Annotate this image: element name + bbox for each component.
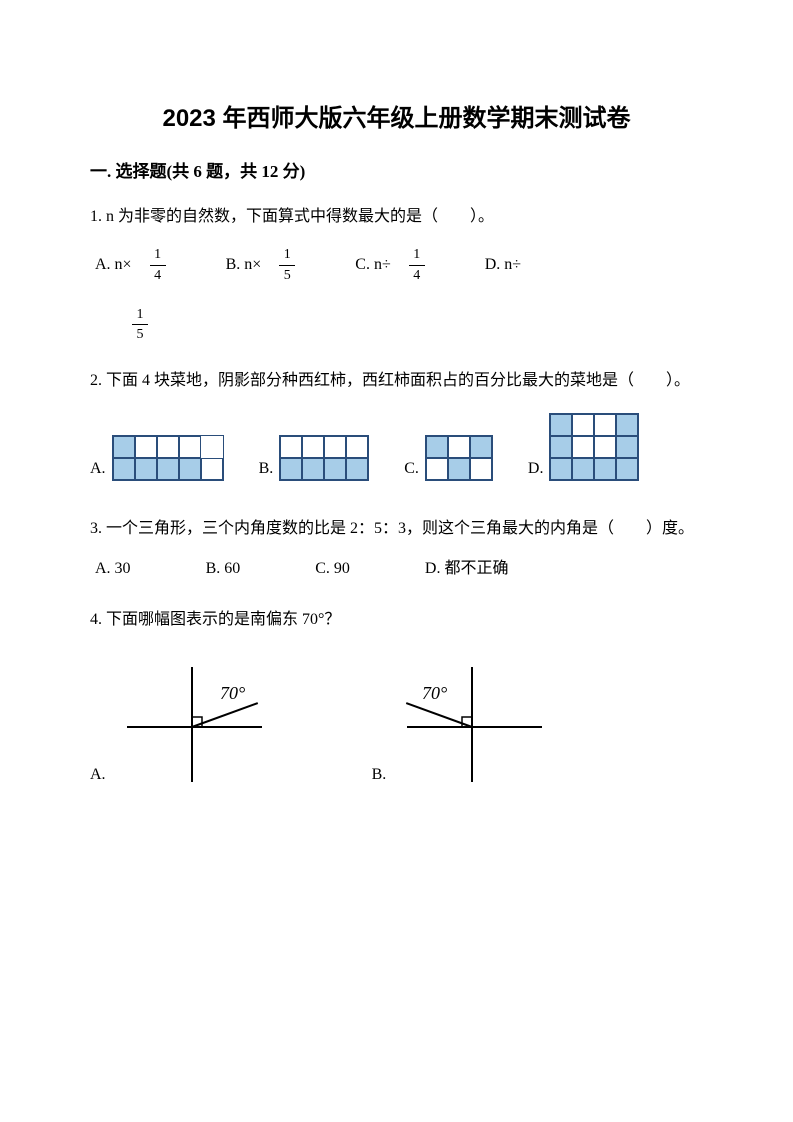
q1-text: 1. n 为非零的自然数，下面算式中得数最大的是（ ）。 bbox=[90, 204, 703, 230]
q3-optB: B. 60 bbox=[206, 556, 241, 582]
q4-option-a: A. 70° bbox=[90, 657, 272, 787]
frac-num: 1 bbox=[284, 247, 291, 262]
q4-labelA: A. bbox=[90, 762, 106, 788]
question-2: 2. 下面 4 块菜地，阴影部分种西红柿，西红柿面积占的百分比最大的菜地是（ ）… bbox=[90, 368, 703, 482]
q2-option-c: C. bbox=[404, 435, 493, 481]
question-1: 1. n 为非零的自然数，下面算式中得数最大的是（ ）。 A. n× 1 4 B… bbox=[90, 204, 703, 343]
frac-den: 5 bbox=[284, 268, 291, 283]
q2-option-d: D. bbox=[528, 413, 640, 481]
question-3: 3. 一个三角形，三个内角度数的比是 2：5：3，则这个三角最大的内角是（ ）度… bbox=[90, 516, 703, 581]
q4-angleB-svg: 70° bbox=[392, 657, 552, 787]
q1-option-d: D. n÷ bbox=[485, 252, 521, 278]
q1-fracA: 1 4 bbox=[150, 247, 166, 283]
frac-line bbox=[150, 265, 166, 266]
q2-grids: A. B. C. D. bbox=[90, 413, 703, 481]
frac-line bbox=[279, 265, 295, 266]
frac-den: 4 bbox=[413, 268, 420, 283]
q3-optC: C. 90 bbox=[315, 556, 350, 582]
frac-den: 5 bbox=[137, 327, 144, 342]
svg-text:70°: 70° bbox=[220, 683, 245, 703]
q1-optD-label: D. n÷ bbox=[485, 252, 521, 278]
q4-text: 4. 下面哪幅图表示的是南偏东 70°？ bbox=[90, 607, 703, 633]
q3-optD: D. 都不正确 bbox=[425, 556, 509, 582]
q2-labelC: C. bbox=[404, 456, 419, 482]
q2-gridA bbox=[112, 435, 224, 481]
q2-option-b: B. bbox=[259, 435, 370, 481]
frac-num: 1 bbox=[413, 247, 420, 262]
q3-options: A. 30 B. 60 C. 90 D. 都不正确 bbox=[95, 556, 703, 582]
q1-options: A. n× 1 4 B. n× 1 5 C. n÷ 1 4 D. n÷ bbox=[95, 247, 703, 283]
q1-option-b: B. n× 1 5 bbox=[226, 247, 296, 283]
q1-optC-label: C. n÷ bbox=[355, 252, 390, 278]
q4-angles: A. 70° B. 70° bbox=[90, 657, 703, 787]
q2-text: 2. 下面 4 块菜地，阴影部分种西红柿，西红柿面积占的百分比最大的菜地是（ ）… bbox=[90, 368, 703, 394]
section-header: 一. 选择题(共 6 题，共 12 分) bbox=[90, 158, 703, 185]
frac-den: 4 bbox=[154, 268, 161, 283]
q2-labelD: D. bbox=[528, 456, 544, 482]
frac-line bbox=[409, 265, 425, 266]
q2-gridD bbox=[549, 413, 639, 481]
q2-gridC bbox=[425, 435, 493, 481]
q2-option-a: A. bbox=[90, 435, 224, 481]
q2-labelA: A. bbox=[90, 456, 106, 482]
q1-optB-label: B. n× bbox=[226, 252, 262, 278]
q3-optA: A. 30 bbox=[95, 556, 131, 582]
svg-text:70°: 70° bbox=[422, 683, 447, 703]
q1-fracE: 1 5 bbox=[120, 301, 703, 343]
q4-labelB: B. bbox=[372, 762, 387, 788]
frac-num: 1 bbox=[154, 247, 161, 262]
question-4: 4. 下面哪幅图表示的是南偏东 70°？ A. 70° B. 70° bbox=[90, 607, 703, 788]
frac-line bbox=[132, 324, 148, 325]
q1-optA-label: A. n× bbox=[95, 252, 132, 278]
q1-fracC: 1 4 bbox=[409, 247, 425, 283]
q4-option-b: B. 70° bbox=[372, 657, 553, 787]
frac-num: 1 bbox=[137, 307, 144, 322]
q1-fracB: 1 5 bbox=[279, 247, 295, 283]
q1-option-a: A. n× 1 4 bbox=[95, 247, 166, 283]
page-title: 2023 年西师大版六年级上册数学期末测试卷 bbox=[90, 100, 703, 138]
q1-option-c: C. n÷ 1 4 bbox=[355, 247, 424, 283]
q2-labelB: B. bbox=[259, 456, 274, 482]
q4-angleA-svg: 70° bbox=[112, 657, 272, 787]
q2-gridB bbox=[279, 435, 369, 481]
q3-text: 3. 一个三角形，三个内角度数的比是 2：5：3，则这个三角最大的内角是（ ）度… bbox=[90, 516, 703, 542]
